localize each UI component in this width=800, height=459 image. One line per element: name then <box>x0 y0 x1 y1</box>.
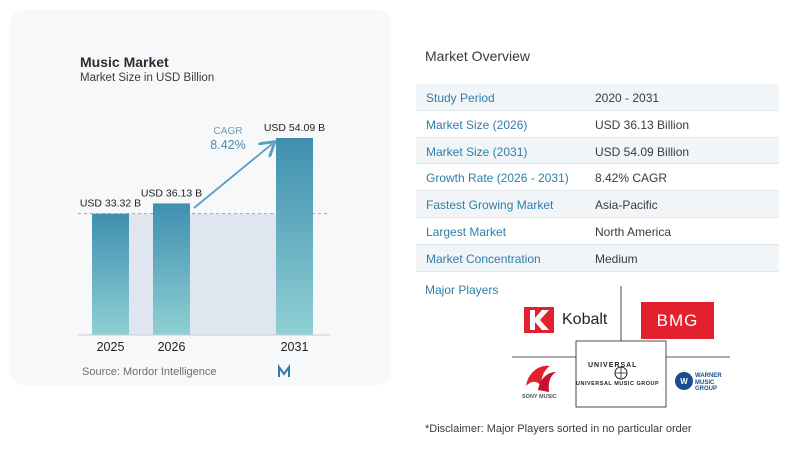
x-tick-2025: 2025 <box>97 340 125 354</box>
overview-row: Study Period 2020 - 2031 <box>416 84 779 111</box>
bar-2025 <box>92 213 129 335</box>
overview-row: Fastest Growing Market Asia-Pacific <box>416 191 779 218</box>
row-label: Fastest Growing Market <box>426 198 554 213</box>
row-label: Largest Market <box>426 224 507 239</box>
row-value: 2020 - 2031 <box>595 91 660 105</box>
overview-row: Growth Rate (2026 - 2031) 8.42% CAGR <box>416 164 779 192</box>
overview-row: Largest Market North America <box>416 218 779 245</box>
chart-source: Source: Mordor Intelligence <box>82 366 217 378</box>
row-value: Asia-Pacific <box>595 198 658 213</box>
cagr-label: CAGR <box>214 126 243 137</box>
kobalt-logo <box>524 307 554 333</box>
row-label: Market Size (2031) <box>426 144 528 159</box>
major-players-label: Major Players <box>425 283 499 297</box>
row-label: Market Concentration <box>426 251 541 266</box>
warner-name: WARNER MUSIC GROUP <box>695 373 722 392</box>
x-tick-2031: 2031 <box>281 340 309 354</box>
warner-logo: W <box>675 372 693 390</box>
row-value: Medium <box>595 251 638 266</box>
cagr-arrow <box>193 144 272 209</box>
sony-name: SONY MUSIC <box>522 394 557 400</box>
row-value: 8.42% CAGR <box>595 171 668 186</box>
disclaimer: *Disclaimer: Major Players sorted in no … <box>425 423 692 435</box>
umg-logo <box>614 366 628 380</box>
sony-music-logo <box>526 365 556 392</box>
row-label: Growth Rate (2026 - 2031) <box>426 171 569 186</box>
umg-fullname: UNIVERSAL MUSIC GROUP <box>576 381 660 387</box>
chart-title: Music Market <box>80 54 169 70</box>
overview-title: Market Overview <box>425 48 531 64</box>
row-value: North America <box>595 224 672 239</box>
row-value: USD 36.13 Billion <box>595 117 690 132</box>
bar-2026 <box>153 203 190 335</box>
chart-subtitle: Market Size in USD Billion <box>80 72 215 84</box>
bmg-logo: BMG <box>641 302 714 339</box>
row-value: USD 54.09 Billion <box>595 144 690 159</box>
overview-table: Study Period 2020 - 2031 Market Size (20… <box>416 84 779 272</box>
bmg-name: BMG <box>656 311 699 330</box>
data-label-2025: USD 33.32 B <box>80 198 141 210</box>
svg-text:W: W <box>680 377 688 386</box>
chart-canvas: USD 33.32 B 2025 USD 36.13 B 2026 USD 54.09 … <box>78 122 330 377</box>
data-label-2031: USD 54.09 B <box>264 122 325 134</box>
overview-row: Market Size (2026) USD 36.13 Billion <box>416 111 779 138</box>
kobalt-name: Kobalt <box>562 311 608 328</box>
row-label: Market Size (2026) <box>426 117 528 132</box>
bar-2031 <box>276 138 313 335</box>
overview-row: Market Size (2031) USD 54.09 Billion <box>416 137 779 165</box>
cagr-value: 8.42% <box>210 138 245 152</box>
data-label-2026: USD 36.13 B <box>141 187 202 199</box>
mordor-logo-icon <box>278 363 290 377</box>
x-tick-2026: 2026 <box>158 340 186 354</box>
row-label: Study Period <box>426 91 495 105</box>
overview-row: Market Concentration Medium <box>416 244 779 272</box>
umg-name: UNIVERSAL <box>588 362 638 369</box>
